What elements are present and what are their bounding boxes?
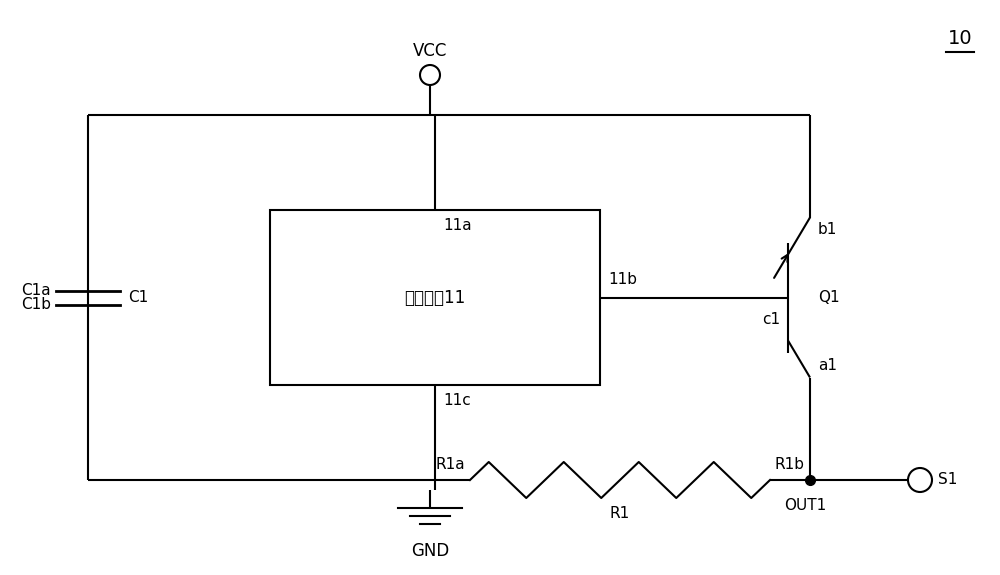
Text: C1b: C1b (21, 297, 51, 312)
Text: C1a: C1a (21, 283, 51, 298)
Text: Q1: Q1 (818, 290, 840, 305)
Text: b1: b1 (818, 223, 837, 237)
Text: 11b: 11b (608, 273, 637, 288)
Text: c1: c1 (762, 312, 780, 328)
Text: OUT1: OUT1 (784, 498, 826, 513)
Text: VCC: VCC (413, 42, 447, 60)
Text: 11a: 11a (443, 218, 472, 233)
Text: C1: C1 (128, 290, 148, 305)
Text: S1: S1 (938, 473, 957, 488)
Text: R1: R1 (610, 506, 630, 521)
Text: GND: GND (411, 542, 449, 560)
Text: a1: a1 (818, 358, 837, 373)
Text: R1a: R1a (435, 457, 465, 472)
Text: 11c: 11c (443, 393, 471, 408)
Bar (270, 210, 600, 385)
Text: R1b: R1b (775, 457, 805, 472)
Text: 有源晶振11: 有源晶振11 (404, 289, 466, 306)
Text: 10: 10 (948, 29, 972, 48)
